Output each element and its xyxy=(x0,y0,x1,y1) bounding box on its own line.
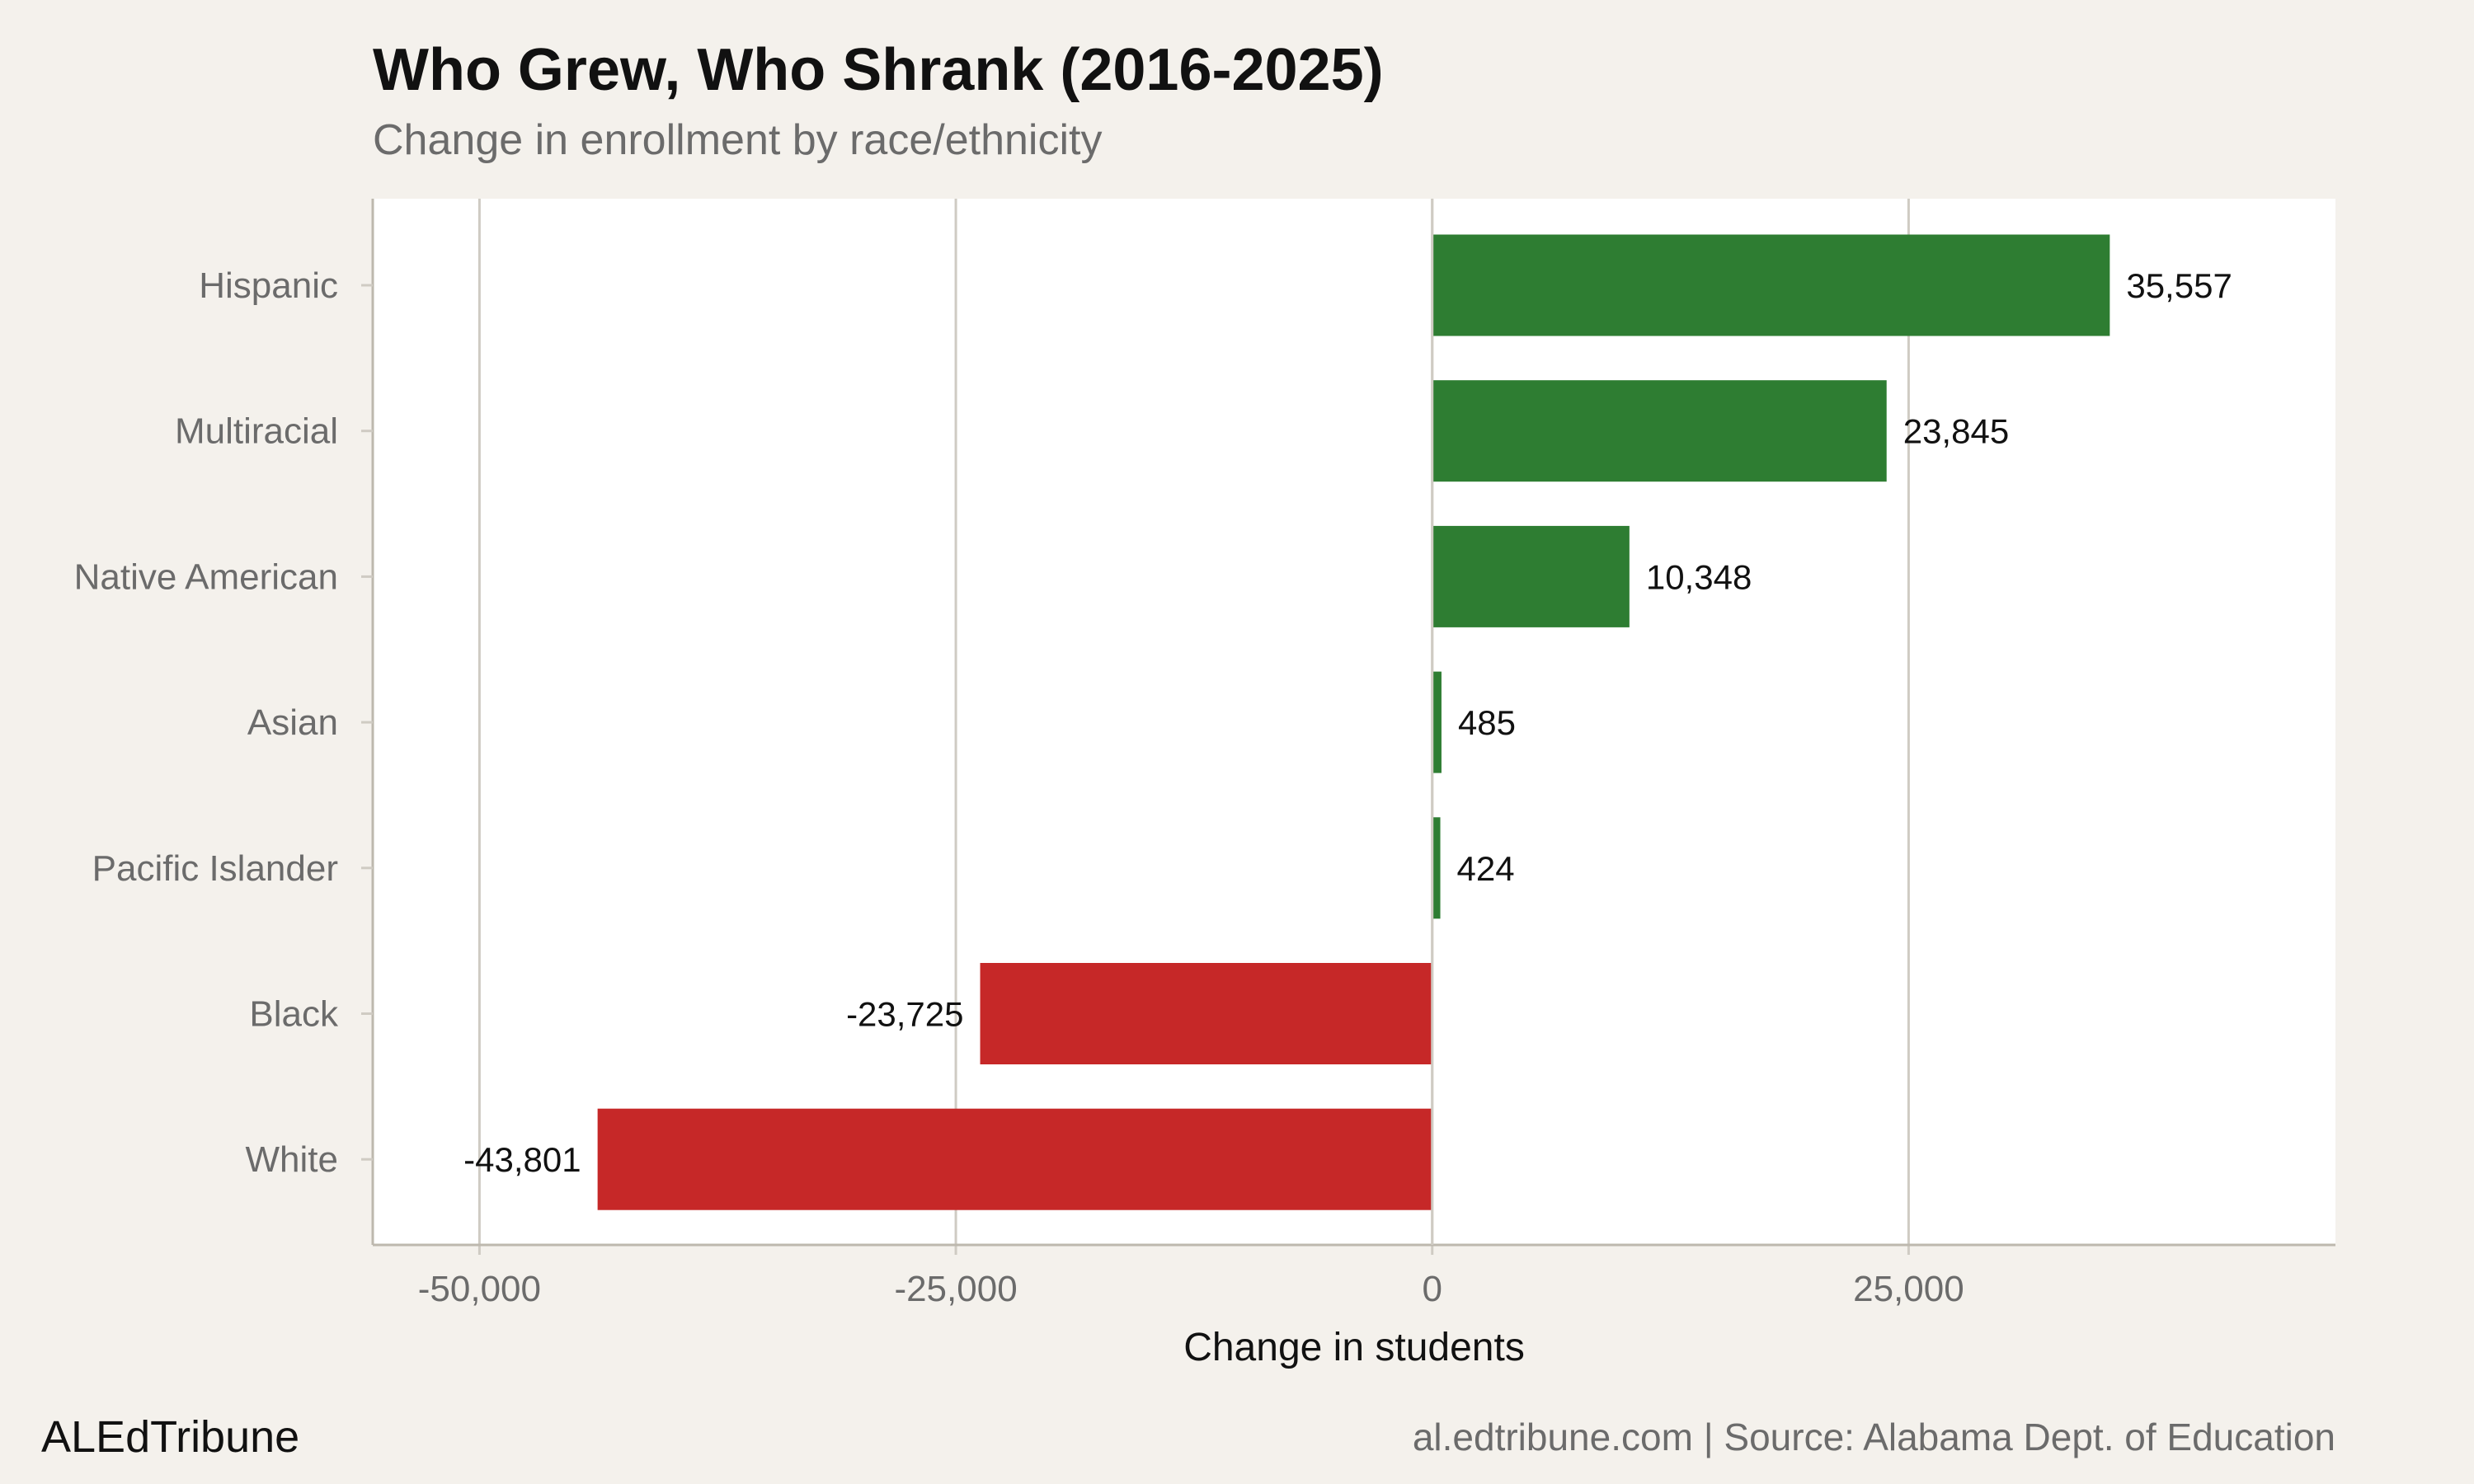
data-label: 424 xyxy=(1457,849,1515,888)
bar-asian xyxy=(1432,671,1442,773)
data-label: 10,348 xyxy=(1646,557,1752,596)
y-tick-label: Native American xyxy=(74,556,338,597)
source-note: al.edtribune.com | Source: Alabama Dept.… xyxy=(1412,1416,2335,1458)
x-tick-label: 25,000 xyxy=(1853,1269,1964,1309)
data-label: 485 xyxy=(1458,703,1516,742)
bar-multiracial xyxy=(1432,380,1887,482)
bar-black xyxy=(980,963,1432,1064)
bar-white xyxy=(597,1108,1432,1210)
brand-logo-text: ALEdTribune xyxy=(41,1412,300,1462)
y-tick-label: Pacific Islander xyxy=(92,848,338,889)
chart-title: Who Grew, Who Shrank (2016-2025) xyxy=(373,37,1384,103)
bar-hispanic xyxy=(1432,234,2110,336)
y-tick-label: Hispanic xyxy=(199,265,338,306)
plot-panel xyxy=(373,199,2335,1245)
data-label: -23,725 xyxy=(846,995,963,1034)
x-axis-title: Change in students xyxy=(1183,1326,1525,1369)
bar-native-american xyxy=(1432,525,1630,627)
x-tick-label: 0 xyxy=(1422,1269,1442,1309)
data-label: 23,845 xyxy=(1903,412,2009,451)
data-label: -43,801 xyxy=(463,1140,581,1179)
data-label: 35,557 xyxy=(2126,266,2232,305)
y-tick-label: Black xyxy=(249,994,339,1035)
chart-subtitle: Change in enrollment by race/ethnicity xyxy=(373,116,1103,164)
x-tick-label: -50,000 xyxy=(418,1269,541,1309)
x-tick-label: -25,000 xyxy=(894,1269,1017,1309)
bar-pacific-islander xyxy=(1432,817,1441,919)
y-tick-label: White xyxy=(246,1139,338,1180)
y-tick-label: Multiracial xyxy=(175,411,338,452)
y-tick-label: Asian xyxy=(247,702,338,743)
